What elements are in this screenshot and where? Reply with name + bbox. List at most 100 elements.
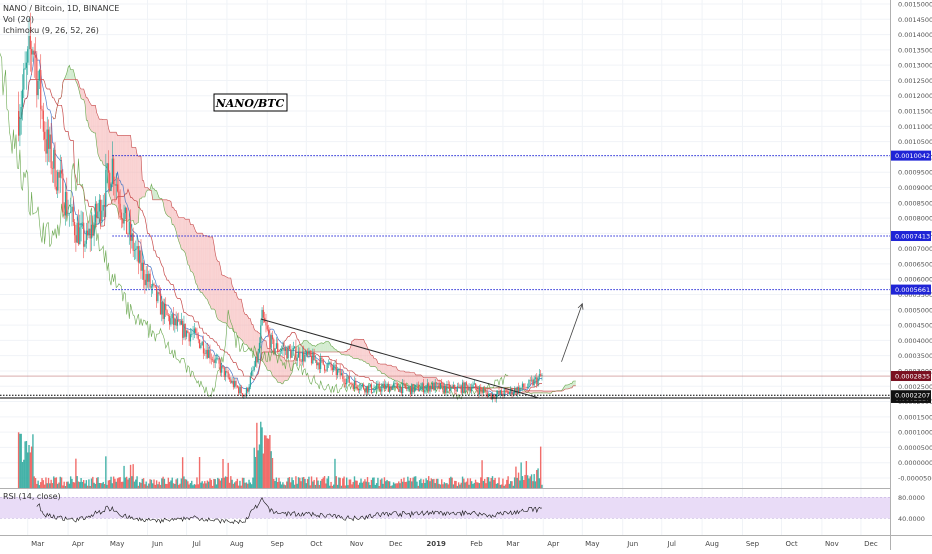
candle-body [49,135,50,149]
price-badge[interactable]: 0.0005661 [891,285,931,295]
volume-bar [515,467,516,488]
candle-body [165,304,166,310]
time-tick-label: Apr [72,540,84,548]
candle-body [532,380,533,386]
candle-body [368,387,369,393]
candle-body [392,386,393,390]
price-badge-label: 0.0002207 [895,392,930,400]
price-badge-label: 0.0007413 [895,233,930,241]
candle-body [418,385,419,392]
symbol-title[interactable]: NANO / Bitcoin, 1D, BINANCE [3,4,119,13]
candle-body [149,274,150,288]
annotation-nano-btc[interactable]: NANO/BTC [214,94,287,111]
candle-body [174,319,175,325]
cloud-segment [81,89,82,99]
volume-bar [511,481,512,488]
candle-body [130,222,131,241]
candle-body [484,390,485,391]
candle-body [218,358,219,363]
candle-body [317,363,318,366]
candle-body [247,388,248,391]
volume-bar [230,476,231,488]
volume-bar [496,484,497,488]
price-badge[interactable]: 0.0002207 [891,390,931,400]
candle-body [232,381,233,383]
candle-body [474,383,475,384]
volume-bar [472,484,473,488]
volume-bar [326,479,327,488]
volume-bar [148,484,149,488]
vol-legend[interactable]: Vol (20) [3,15,34,24]
candle-body [260,325,261,342]
candle-body [75,235,76,242]
volume-bar [407,477,408,488]
volume-bar [123,466,124,488]
candle-body [239,387,240,393]
volume-bar [505,484,506,488]
candle-body [500,390,501,394]
cloud-segment [90,103,91,131]
candle-body [91,225,92,239]
volume-bar [289,477,290,488]
candle-body [34,51,35,55]
candle-body [389,386,390,392]
candle-body [211,359,212,360]
price-badge[interactable]: 0.0007413 [891,231,931,241]
time-tick-label: Apr [547,540,559,548]
price-tick-label: 0.0013000 [898,62,932,70]
candle-body [475,383,476,387]
volume-bar [142,479,143,488]
volume-bar [483,481,484,488]
price-tick-label: 0.0004000 [898,337,932,345]
volume-bar [441,479,442,488]
volume-bar [104,484,105,488]
volume-bar [101,483,102,488]
volume-bar [112,483,113,488]
price-badge[interactable]: 0.0002835 [891,371,931,381]
candle-body [355,381,356,385]
cloud-segment [395,367,396,381]
cloud-segment [92,105,93,132]
price-badge[interactable]: 0.0010042 [891,151,931,161]
volume-bar [408,481,409,488]
cloud-segment [155,191,156,200]
candle-body [307,351,308,354]
candle-body [324,365,325,371]
candle-body [304,355,305,361]
time-tick-label: Oct [310,540,322,548]
time-tick-label: May [585,540,599,548]
volume-bar [136,476,137,488]
candle-body [468,388,469,391]
volume-bar [196,477,197,488]
cloud-segment [413,373,414,386]
candle-body [362,384,363,385]
candle-body [51,135,52,169]
volume-bar [203,483,204,488]
candle-body [259,343,260,352]
candle-body [357,385,358,389]
volume-bar [131,476,132,488]
cloud-segment [391,365,392,379]
price-tick-label: 0.0007000 [898,245,932,253]
cloud-segment [397,370,398,382]
annotation-label: NANO/BTC [215,97,285,110]
candle-body [104,205,105,207]
time-tick-label: Nov [350,540,364,548]
time-tick-label: Oct [785,540,797,548]
volume-bar [122,482,123,488]
volume-bar [161,478,162,488]
volume-bar [32,434,33,488]
rsi-legend[interactable]: RSI (14, close) [3,492,61,501]
candle-body [31,49,32,54]
volume-bar [283,485,284,488]
volume-bar [280,482,281,488]
candle-body [390,386,391,390]
volume-bar [106,485,107,488]
price-axis[interactable]: 0.00150000.00145000.00140000.00135000.00… [891,1,932,483]
volume-bar [466,482,467,488]
candle-body [86,231,87,244]
ichimoku-legend[interactable]: Ichimoku (9, 26, 52, 26) [3,26,99,35]
